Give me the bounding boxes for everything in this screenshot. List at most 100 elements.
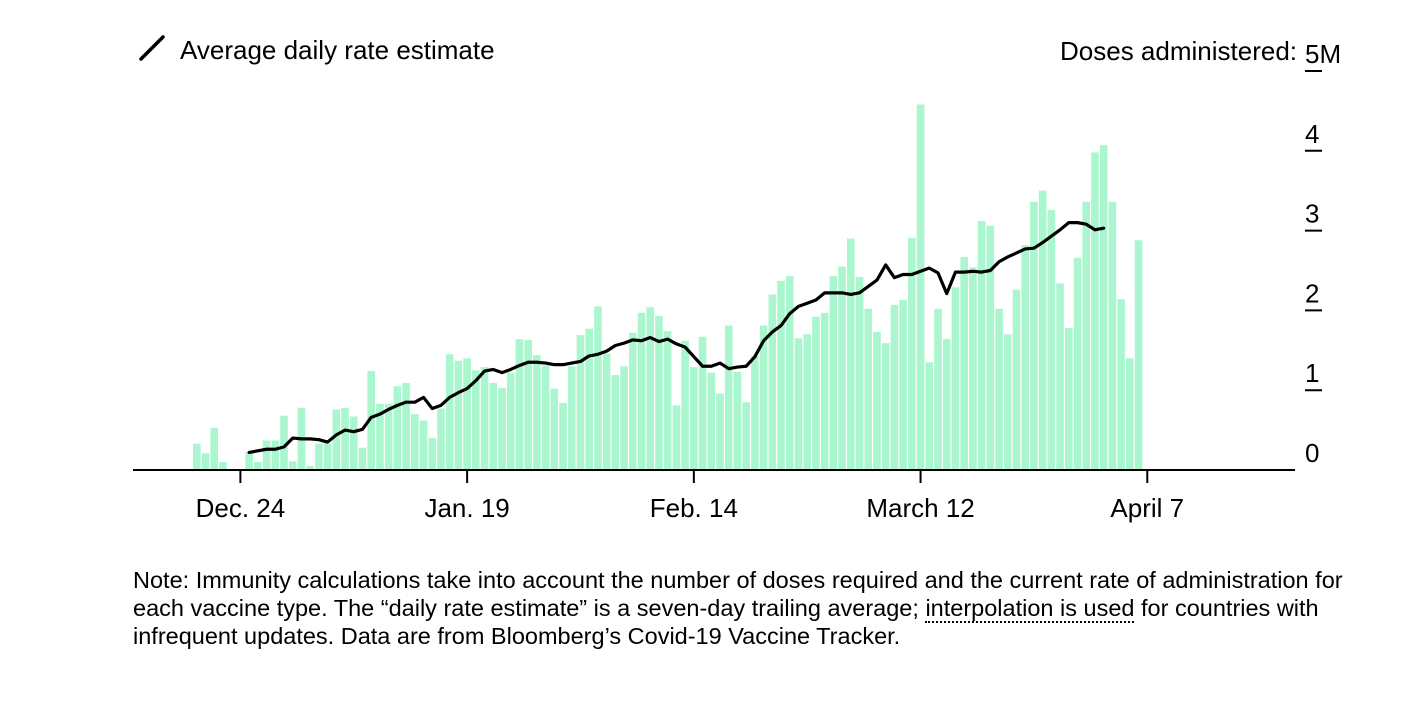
bar — [332, 409, 341, 470]
bar — [1134, 240, 1143, 470]
bar — [977, 221, 986, 470]
bar — [969, 267, 977, 470]
bar — [454, 360, 463, 470]
footnote-text-after: for countries with infrequent updates. D… — [133, 595, 1319, 649]
bar — [829, 276, 838, 470]
bar — [472, 370, 480, 470]
bar — [594, 306, 602, 470]
bar — [498, 387, 506, 470]
bar — [437, 408, 445, 470]
legend-line-swatch — [139, 35, 165, 61]
bar — [367, 371, 375, 470]
interpolation-link[interactable]: interpolation is used — [925, 595, 1135, 623]
bar — [280, 415, 288, 470]
bar — [315, 443, 323, 470]
bar — [271, 440, 280, 470]
bar — [838, 266, 846, 470]
x-tick-label: April 7 — [1110, 493, 1184, 523]
bar — [934, 308, 942, 470]
bar — [768, 294, 777, 470]
bar — [733, 371, 742, 470]
bar — [1038, 190, 1047, 470]
bar — [672, 405, 681, 470]
bar — [1082, 201, 1091, 470]
bar — [698, 336, 707, 470]
bar — [716, 393, 724, 470]
x-tick-label: Feb. 14 — [650, 493, 738, 523]
bar — [873, 331, 881, 470]
bar — [707, 372, 716, 470]
bar — [785, 276, 794, 470]
y-tick-label: 5M — [1305, 39, 1341, 69]
bar — [306, 466, 314, 470]
bar — [1021, 244, 1029, 470]
bar — [524, 339, 532, 470]
bar — [1117, 299, 1125, 470]
bar — [855, 276, 864, 470]
bar — [655, 315, 663, 470]
bar — [1056, 283, 1064, 470]
bar — [759, 325, 768, 470]
bar — [1091, 152, 1099, 470]
bar — [881, 343, 890, 470]
bar — [480, 367, 489, 470]
bar — [724, 325, 733, 470]
bar — [602, 353, 611, 470]
y-axis-title: Doses administered: — [1060, 36, 1297, 66]
bar — [262, 440, 271, 470]
y-tick-label: 1 — [1305, 358, 1319, 388]
bar — [890, 304, 899, 470]
bar — [393, 386, 402, 470]
bar — [1065, 327, 1073, 470]
bar — [428, 438, 437, 470]
bar — [1108, 201, 1117, 470]
bar — [803, 334, 811, 470]
bar — [219, 462, 227, 470]
bar — [254, 462, 262, 470]
bar-series — [193, 104, 1143, 471]
bar — [908, 237, 916, 470]
bar — [559, 402, 567, 470]
bar — [1126, 358, 1134, 470]
bar — [567, 366, 576, 470]
bar — [690, 367, 698, 470]
bar — [1012, 289, 1021, 470]
bar — [942, 339, 951, 470]
bar — [986, 225, 995, 470]
bar — [1099, 145, 1108, 470]
bar — [193, 443, 201, 470]
bar — [663, 331, 672, 470]
bar — [742, 402, 750, 470]
x-axis: Dec. 24 Jan. 19 Feb. 14 March 12 April 7 — [196, 470, 1184, 523]
bar — [916, 104, 925, 471]
bar — [995, 308, 1003, 470]
x-tick-label: Dec. 24 — [196, 493, 286, 523]
x-tick-label: Jan. 19 — [424, 493, 509, 523]
bar — [323, 443, 332, 470]
bar — [541, 365, 550, 470]
bar — [515, 339, 524, 470]
bar — [820, 312, 829, 470]
bar — [812, 316, 820, 470]
bar — [777, 280, 785, 470]
bar — [1003, 334, 1012, 470]
bar — [463, 358, 471, 470]
bar — [506, 372, 515, 470]
bar — [925, 362, 934, 470]
bar — [620, 366, 628, 470]
y-tick-label: 3 — [1305, 199, 1319, 229]
bar — [288, 461, 297, 470]
footnote-text-before: Note: Immunity calculations take into ac… — [133, 567, 1343, 621]
y-tick-label: 0 — [1305, 438, 1319, 468]
bar — [550, 388, 559, 470]
legend: Average daily rate estimate — [139, 35, 495, 65]
bar — [210, 427, 219, 470]
bar — [637, 312, 646, 470]
bar — [847, 238, 855, 470]
bar — [402, 383, 410, 470]
line-series — [247, 221, 1106, 455]
bar — [864, 308, 873, 470]
bar — [341, 407, 349, 470]
bar — [794, 338, 803, 470]
footnote: Note: Immunity calculations take into ac… — [133, 566, 1343, 650]
